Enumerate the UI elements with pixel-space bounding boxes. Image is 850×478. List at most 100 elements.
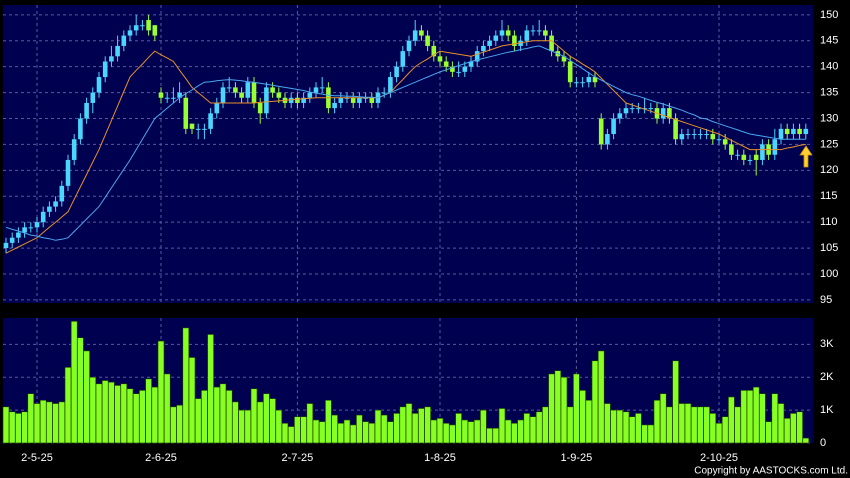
candle-body (332, 102, 337, 109)
y-tick-label: 105 (820, 242, 838, 254)
volume-bar (455, 413, 462, 444)
volume-bar (188, 357, 196, 444)
candle-body (543, 30, 548, 36)
candle-body (791, 128, 796, 135)
volume-bar (77, 337, 84, 444)
candle-body (586, 77, 592, 83)
volume-bar (653, 399, 661, 444)
volume-bar (684, 403, 692, 444)
y-tick-label: 0 (820, 437, 826, 449)
y-tick-label: 115 (820, 190, 838, 202)
volume-bar (703, 406, 710, 444)
volume-bar (523, 413, 531, 444)
volume-bar (635, 413, 642, 444)
volume-bar (201, 390, 208, 444)
volume-bar (306, 403, 314, 444)
volume-bar (294, 416, 301, 444)
volume-bar (275, 409, 283, 444)
candle-body (251, 82, 257, 103)
volume-bar (356, 414, 363, 444)
volume-bar (39, 399, 47, 444)
candle-body (536, 30, 542, 32)
volume-bar (269, 398, 276, 444)
volume-bar (542, 406, 549, 444)
candle-body (667, 108, 672, 119)
candle-body (648, 108, 654, 110)
volume-bar (486, 427, 493, 444)
candle-body (16, 232, 21, 238)
candle-body (133, 25, 139, 31)
candle-body (319, 87, 325, 89)
candle-body (301, 97, 306, 103)
volume-bar (225, 390, 233, 444)
candle-body (96, 77, 102, 93)
volume-bar (343, 419, 351, 444)
candle-body (722, 139, 728, 145)
volume-bar (659, 393, 667, 444)
volume-bar (597, 350, 605, 444)
candle-body (450, 66, 455, 72)
volume-bar (58, 401, 66, 444)
volume-bar (207, 334, 214, 444)
candle-body (121, 35, 127, 46)
candle-body (195, 128, 201, 130)
candle-body (704, 134, 709, 136)
candle-body (685, 134, 691, 136)
candle-body (598, 118, 604, 145)
y-tick-label: 1K (820, 404, 834, 416)
volume-bar (449, 424, 456, 444)
candle-body (512, 35, 517, 46)
candle-body (456, 71, 461, 73)
volume-bar (418, 408, 425, 444)
candle-body (567, 61, 573, 83)
volume-bar (399, 406, 407, 444)
volume-bar (250, 388, 258, 444)
volume-bar (728, 396, 735, 444)
volume-bar (442, 422, 450, 444)
volume-bar (89, 376, 97, 444)
volume-bar (151, 386, 159, 444)
volume-bar (566, 406, 574, 444)
candle-body (443, 61, 449, 67)
volume-bar (15, 413, 22, 444)
candle-body (220, 87, 226, 103)
volume-bar (70, 320, 78, 444)
volume-bar (535, 411, 543, 444)
volume-bar (33, 403, 41, 444)
volume-bar (182, 327, 190, 444)
volume-bar (108, 381, 115, 444)
volume-bar (548, 373, 555, 444)
candle-body (611, 118, 616, 135)
candle-body (307, 92, 313, 98)
candle-body (735, 154, 740, 156)
candle-body (617, 113, 623, 119)
candle-body (629, 108, 635, 110)
candle-body (202, 128, 207, 130)
candle-body (642, 108, 647, 110)
candle-body (679, 134, 685, 140)
volume-bar (368, 422, 376, 444)
candle-body (605, 134, 610, 145)
plot-background (3, 5, 813, 303)
volume-bar (238, 409, 245, 444)
x-tick-label: 2-5-25 (21, 452, 53, 464)
moving-average-line (5, 45, 806, 241)
volume-bar (46, 401, 53, 444)
y-tick-label: 125 (820, 138, 838, 150)
candle-body (28, 227, 34, 229)
volume-bar (752, 386, 760, 444)
candle-body (140, 25, 145, 27)
x-tick-label: 1-8-25 (424, 452, 456, 464)
x-tick-label: 2-6-25 (145, 452, 177, 464)
candle-body (171, 97, 176, 99)
candle-body (189, 123, 195, 129)
candle-body (673, 118, 678, 140)
candle-body (437, 56, 443, 62)
volume-bar (349, 424, 357, 444)
candle-body (40, 211, 46, 223)
volume-bar (411, 413, 419, 444)
volume-bar (585, 399, 593, 444)
volume-bar (139, 390, 146, 444)
candle-body (580, 82, 585, 84)
